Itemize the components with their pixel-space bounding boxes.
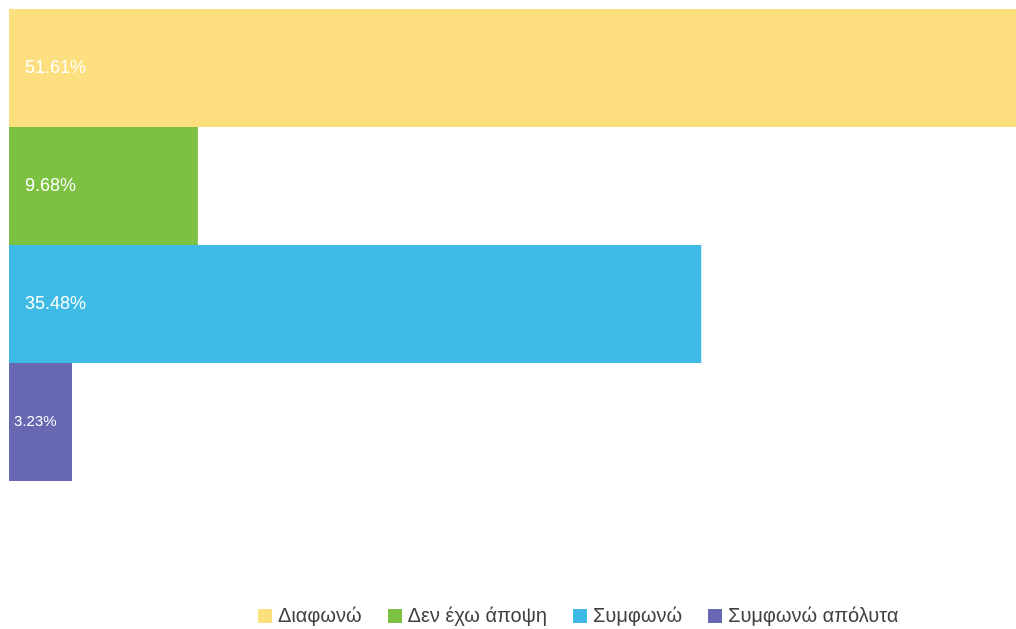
- legend-item-no-opinion: Δεν έχω άποψη: [387, 604, 548, 628]
- legend-label-strongly-agree: Συμφωνώ απόλυτα: [728, 604, 899, 627]
- bar-strongly-agree: [9, 363, 73, 481]
- legend-item-disagree: Διαφωνώ: [258, 605, 362, 628]
- legend-swatch-agree: [573, 609, 588, 623]
- chart-legend: Διαφωνώ Δεν έχω άποψη Συμφωνώ Συμφωνώ απ…: [258, 603, 898, 629]
- bar-no-opinion: [9, 127, 198, 245]
- legend-item-strongly-agree: Συμφωνώ απόλυτα: [708, 605, 898, 628]
- legend-label-agree: Συμφωνώ: [593, 604, 683, 627]
- legend-label-no-opinion: Δεν έχω άποψη: [407, 604, 548, 627]
- data-label-agree: 35.48%: [25, 293, 86, 313]
- data-label-disagree: 51.61%: [25, 57, 86, 77]
- legend-swatch-disagree: [258, 609, 272, 623]
- legend-item-agree: Συμφωνώ: [573, 605, 682, 628]
- legend-label-disagree: Διαφωνώ: [278, 604, 362, 627]
- legend-swatch-no-opinion: [387, 609, 402, 623]
- legend-swatch-strongly-agree: [708, 609, 723, 623]
- bar-disagree: [9, 9, 1016, 127]
- data-label-no-opinion: 9.68%: [25, 175, 76, 195]
- data-label-strongly-agree: 3.23%: [14, 413, 57, 430]
- bar-agree: [9, 245, 702, 363]
